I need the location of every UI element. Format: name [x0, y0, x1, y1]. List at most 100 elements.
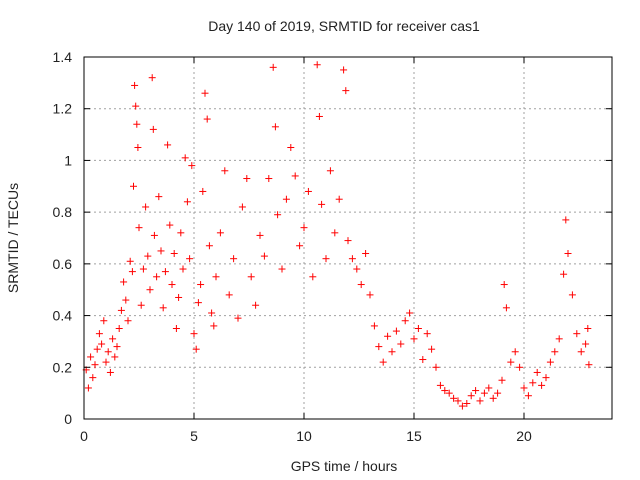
- data-point: [247, 273, 255, 281]
- data-point: [166, 221, 174, 229]
- data-point: [419, 356, 427, 364]
- x-tick-label: 10: [296, 428, 312, 444]
- data-point: [205, 242, 213, 250]
- data-point: [564, 250, 572, 258]
- chart-title: Day 140 of 2019, SRMTID for receiver cas…: [208, 18, 480, 34]
- data-point: [406, 309, 414, 317]
- data-point: [348, 255, 356, 263]
- data-point: [304, 187, 312, 195]
- grid-lines: [84, 57, 612, 419]
- data-point: [340, 66, 348, 74]
- plot-frame: [83, 56, 613, 420]
- data-point: [203, 115, 211, 123]
- data-point: [300, 224, 308, 232]
- data-point: [269, 63, 277, 71]
- data-point: [190, 330, 198, 338]
- data-point: [186, 255, 194, 263]
- data-point: [157, 247, 165, 255]
- y-tick-label: 0.6: [53, 256, 73, 272]
- data-point: [584, 325, 592, 332]
- data-point: [428, 345, 436, 353]
- data-point: [555, 335, 563, 343]
- data-point: [476, 397, 484, 405]
- data-point: [401, 317, 409, 325]
- data-point: [370, 322, 378, 330]
- data-point: [208, 309, 216, 317]
- data-point: [291, 172, 299, 180]
- data-point: [102, 358, 110, 366]
- data-point: [489, 394, 497, 402]
- data-point: [450, 394, 458, 402]
- data-point: [210, 322, 218, 330]
- data-point: [122, 296, 130, 304]
- data-point: [177, 229, 185, 237]
- data-point: [384, 332, 392, 340]
- data-point: [87, 353, 95, 361]
- data-point: [432, 363, 440, 371]
- data-point: [243, 175, 251, 183]
- data-point: [170, 250, 178, 258]
- data-point: [225, 291, 233, 299]
- data-point: [216, 229, 224, 237]
- data-point: [238, 203, 246, 211]
- data-point: [524, 392, 532, 400]
- data-point: [126, 257, 134, 265]
- data-point: [221, 167, 229, 175]
- data-point: [472, 387, 480, 395]
- data-point: [100, 317, 108, 325]
- data-point: [577, 348, 585, 356]
- data-point: [388, 348, 396, 356]
- data-point: [529, 379, 537, 387]
- data-point: [562, 216, 570, 224]
- data-point: [410, 335, 418, 343]
- data-point: [234, 314, 242, 322]
- data-point: [117, 306, 125, 314]
- data-point: [313, 61, 321, 69]
- y-tick-label: 0.4: [53, 308, 73, 324]
- data-point: [148, 74, 156, 82]
- data-point: [331, 229, 339, 237]
- y-tick-label: 0.8: [53, 204, 73, 220]
- data-point: [91, 361, 99, 369]
- data-point: [113, 343, 121, 351]
- data-point: [144, 252, 152, 260]
- x-tick-label: 20: [516, 428, 532, 444]
- data-point: [89, 374, 97, 382]
- data-point: [573, 330, 581, 338]
- data-point: [533, 368, 541, 376]
- data-point: [153, 273, 161, 281]
- data-point: [159, 304, 167, 312]
- data-point: [362, 250, 370, 258]
- data-point: [161, 268, 169, 276]
- data-point: [568, 291, 576, 299]
- data-point: [265, 175, 273, 183]
- data-point: [423, 330, 431, 338]
- data-point: [392, 327, 400, 335]
- axis-ticks: 0 5 10 15 20 0 0.2 0.4 0.6 0.8 1 1.2 1.4: [53, 49, 612, 444]
- data-point: [133, 120, 141, 128]
- data-point: [179, 265, 187, 273]
- data-point: [139, 265, 147, 273]
- data-point: [315, 112, 323, 120]
- x-tick-label: 0: [80, 428, 88, 444]
- data-point: [318, 200, 326, 208]
- data-point: [458, 402, 466, 410]
- data-point: [93, 345, 101, 353]
- data-point: [498, 376, 506, 384]
- data-point: [120, 278, 128, 286]
- data-points: [82, 61, 593, 410]
- data-point: [335, 195, 343, 203]
- data-point: [436, 381, 444, 389]
- data-point: [84, 384, 92, 392]
- data-point: [322, 255, 330, 263]
- data-point: [142, 203, 150, 211]
- data-point: [467, 392, 475, 400]
- data-point: [538, 381, 546, 389]
- data-point: [115, 325, 123, 332]
- data-point: [480, 389, 488, 397]
- data-point: [130, 182, 137, 190]
- data-point: [353, 265, 361, 273]
- data-point: [357, 281, 365, 289]
- data-point: [463, 399, 471, 407]
